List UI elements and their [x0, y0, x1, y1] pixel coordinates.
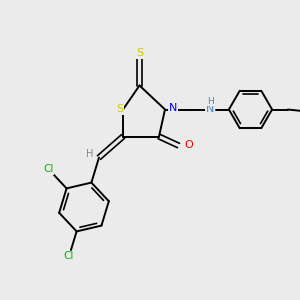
- Text: Cl: Cl: [44, 164, 54, 174]
- Text: S: S: [136, 48, 143, 58]
- Text: O: O: [184, 140, 193, 151]
- Text: Cl: Cl: [64, 251, 74, 261]
- Text: H: H: [207, 97, 213, 106]
- Text: N: N: [169, 103, 177, 113]
- Text: S: S: [116, 104, 123, 115]
- Text: H: H: [86, 149, 93, 159]
- Text: N: N: [206, 104, 214, 115]
